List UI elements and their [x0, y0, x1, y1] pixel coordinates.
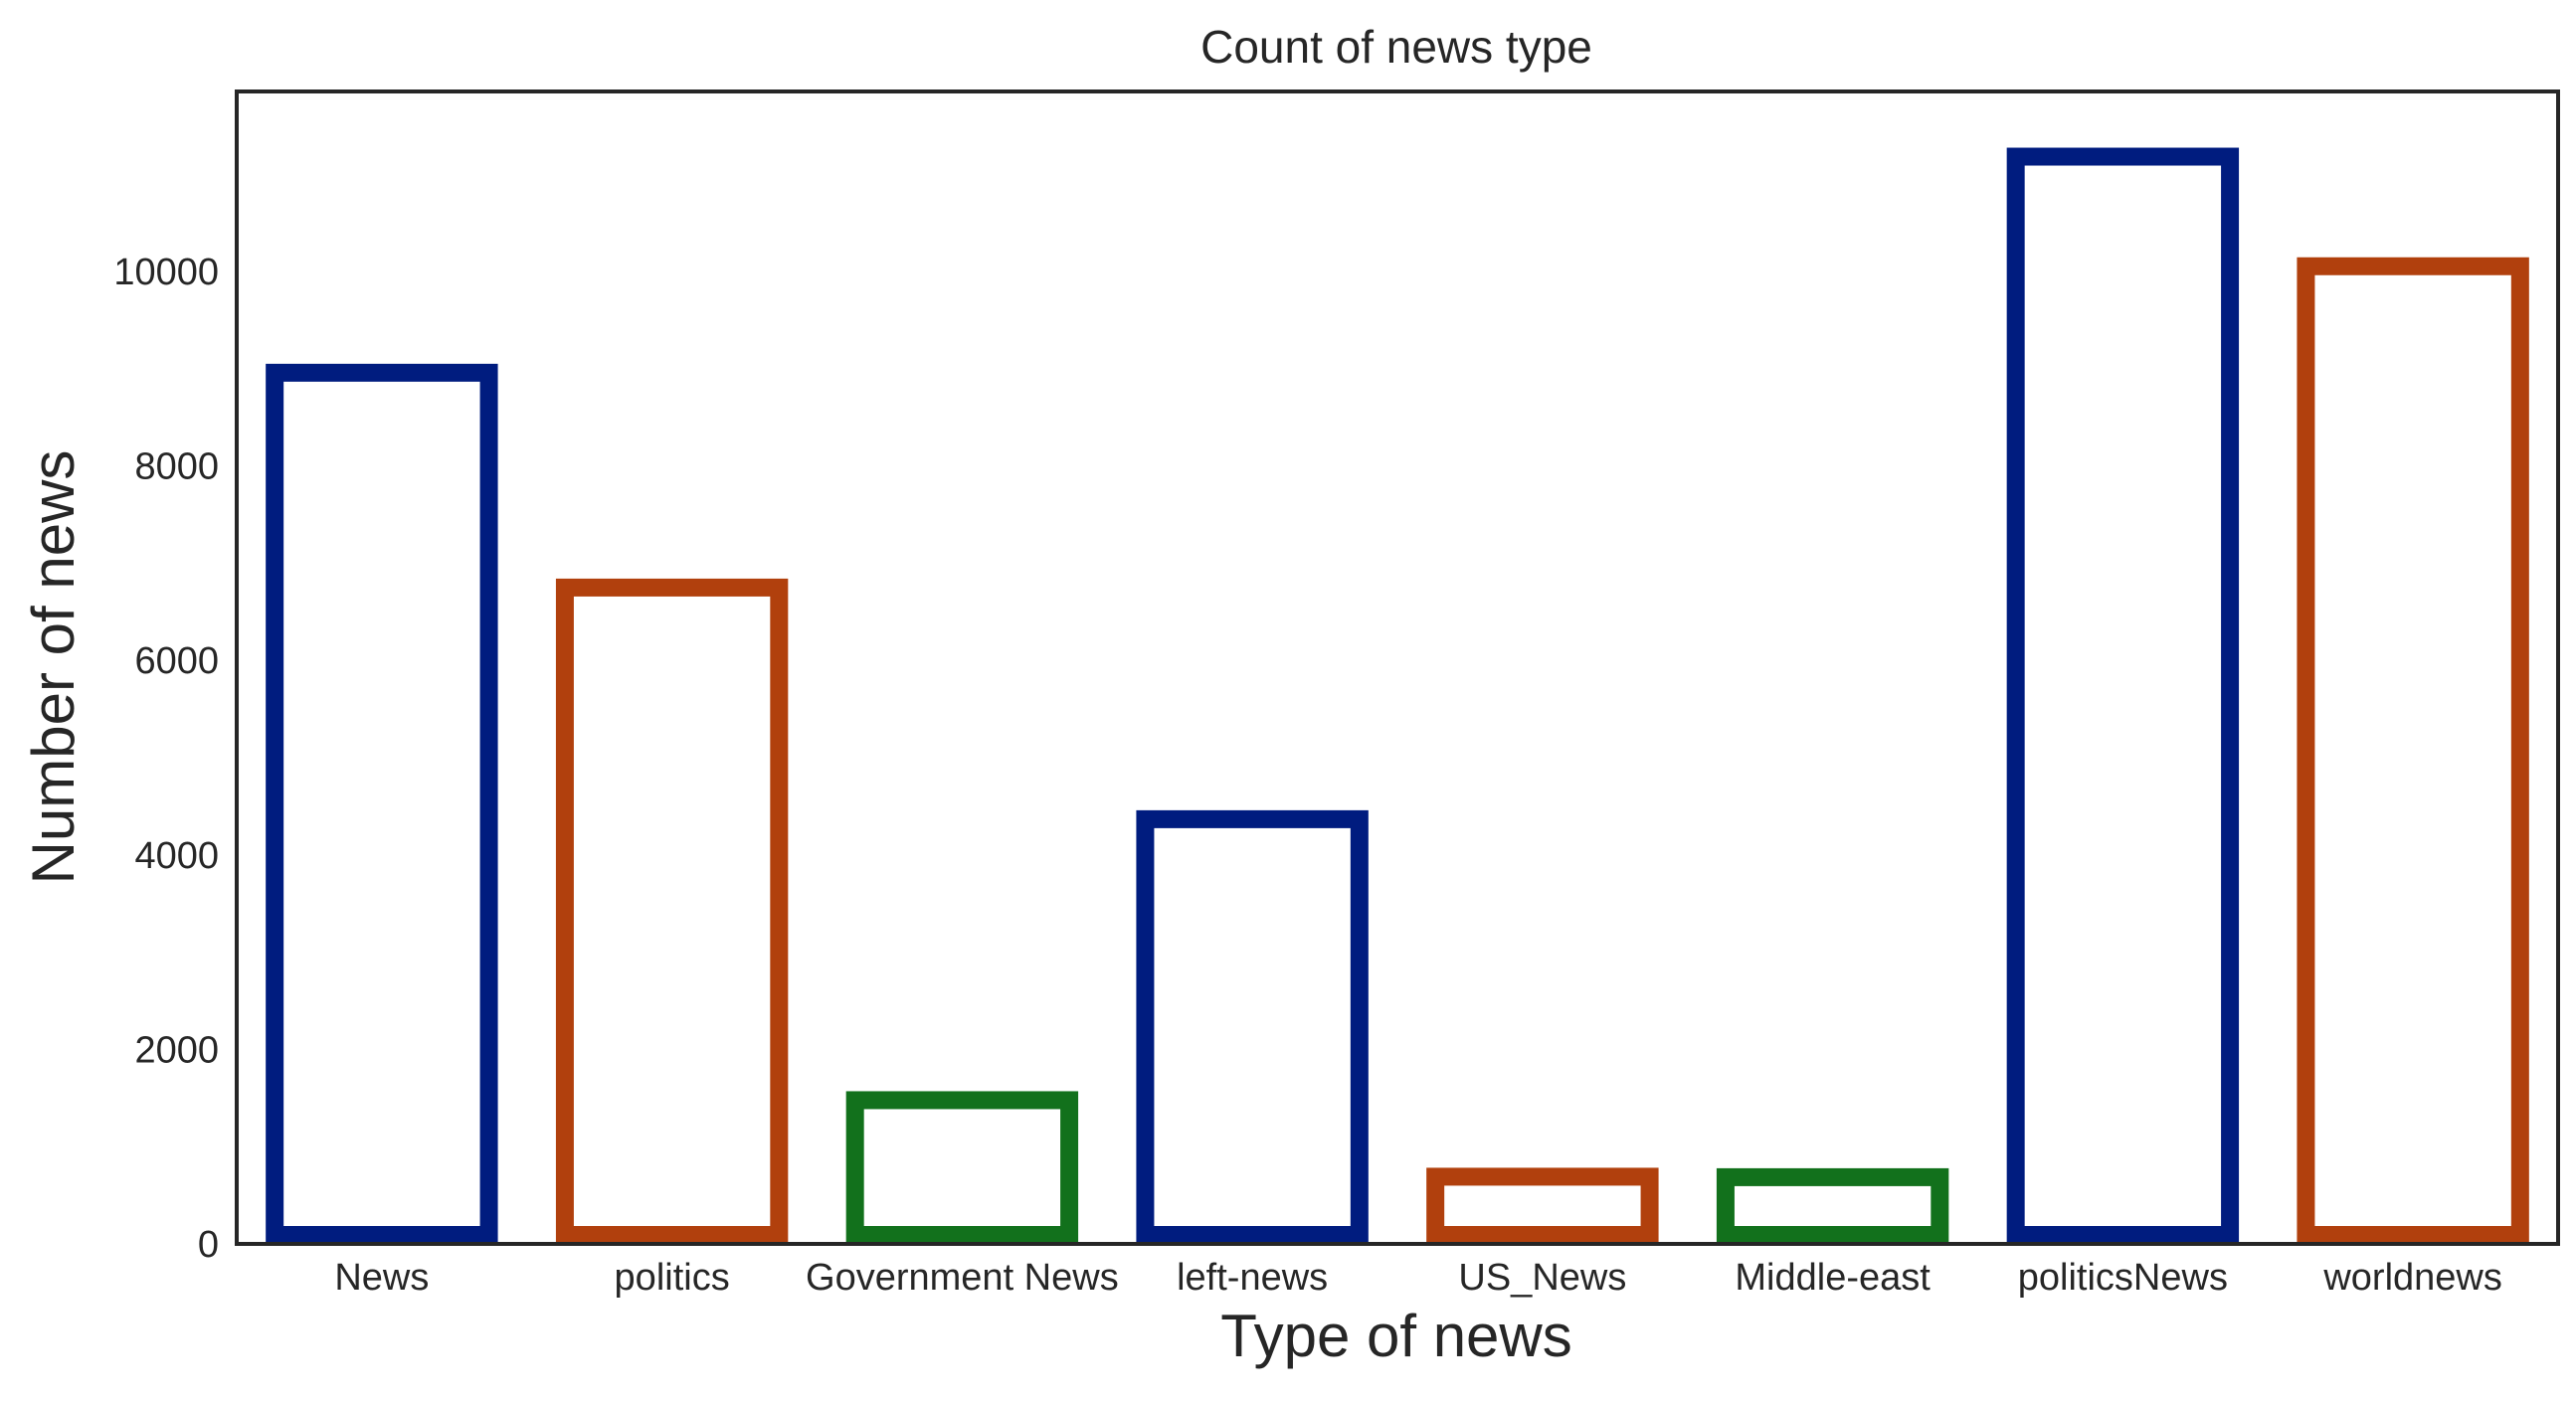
x-axis-label: Type of news — [1220, 1303, 1572, 1369]
x-tick-label: News — [334, 1257, 429, 1299]
y-tick-label: 0 — [198, 1224, 219, 1266]
x-tick-label: Middle-east — [1735, 1257, 1931, 1299]
plot-frame — [235, 89, 2560, 1246]
chart-title: Count of news type — [1200, 21, 1592, 73]
x-axis-ticks: News politics Government News left-news US_N… — [334, 1257, 2502, 1299]
x-tick-label: US_News — [1458, 1257, 1626, 1299]
bar-middle-east — [1716, 1167, 1949, 1244]
x-tick-label: politicsNews — [2018, 1257, 2228, 1299]
y-tick-label: 2000 — [134, 1029, 219, 1071]
bar-left-news — [1136, 809, 1369, 1245]
bar-politicsnews — [2006, 147, 2240, 1244]
bars-layer — [266, 147, 2529, 1245]
y-tick-label: 10000 — [113, 252, 219, 293]
bar-worldnews — [2297, 257, 2529, 1244]
y-tick-label: 6000 — [134, 640, 219, 682]
bar-government-news — [845, 1091, 1079, 1244]
x-tick-label: Government News — [806, 1257, 1119, 1299]
y-tick-label: 4000 — [134, 835, 219, 877]
y-axis-label: Number of news — [20, 450, 87, 885]
x-tick-label: politics — [615, 1257, 730, 1299]
y-tick-label: 8000 — [134, 446, 219, 488]
bar-us-news — [1426, 1167, 1659, 1244]
x-tick-label: worldnews — [2322, 1257, 2502, 1299]
y-axis-ticks: 0 2000 4000 6000 8000 10000 — [113, 252, 219, 1266]
x-tick-label: left-news — [1177, 1257, 1328, 1299]
bar-news — [266, 363, 498, 1244]
bar-politics — [555, 578, 789, 1244]
